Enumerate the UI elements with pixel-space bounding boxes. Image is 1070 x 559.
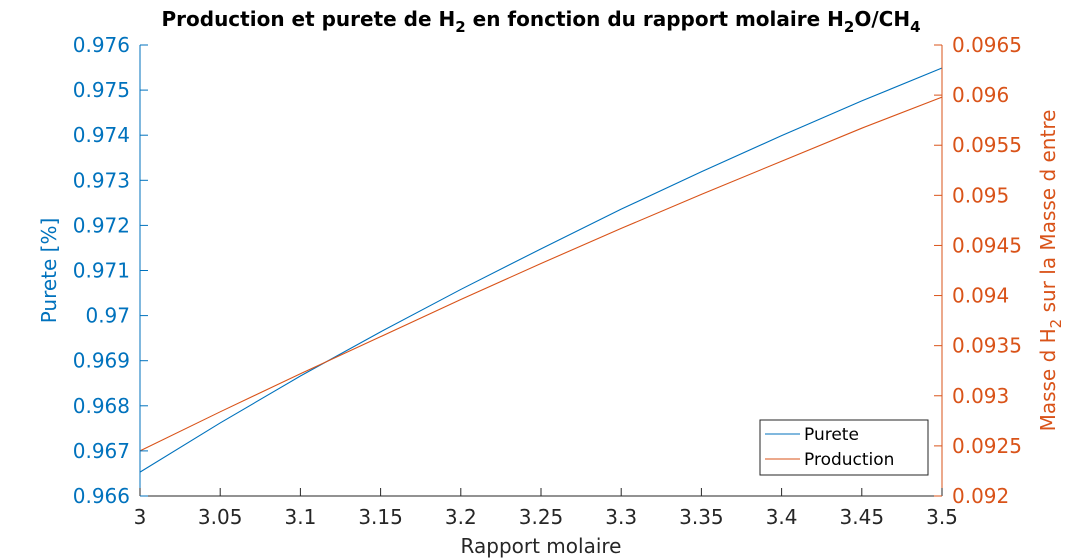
y-axis-left: 0.966 0.967 0.968 0.969 0.97 0.971 0.972 0.973 0… — [73, 33, 148, 508]
y-right-tick-label: 0.095 — [952, 183, 1009, 207]
title-subscript: 2 — [844, 18, 854, 36]
x-axis: 3 3.05 3.1 3.15 3.2 3.25 3.3 3.35 3.4 3.45 3.5 — [134, 488, 958, 529]
y-left-tick-label: 0.974 — [73, 123, 130, 147]
y-right-tick-label: 0.092 — [952, 484, 1009, 508]
legend-box — [759, 419, 929, 476]
series-line-purete — [139, 67, 943, 473]
y-axis-left-label: Purete [%] — [37, 218, 61, 324]
x-tick-label: 3.35 — [679, 505, 724, 529]
legend-label-purete: Purete — [804, 425, 859, 445]
y-right-tick-label: 0.0935 — [952, 334, 1022, 358]
y-right-tick-label: 0.0965 — [952, 33, 1022, 57]
x-tick-label: 3.45 — [840, 505, 885, 529]
y-left-tick-label: 0.971 — [73, 259, 130, 283]
title-segment: Production et purete de H — [161, 7, 455, 31]
y-left-tick-label: 0.967 — [73, 439, 130, 463]
y-left-tick-label: 0.969 — [73, 349, 130, 373]
x-tick-label: 3.15 — [358, 505, 403, 529]
legend: Purete Production — [759, 419, 929, 476]
x-tick-label: 3.2 — [445, 505, 477, 529]
x-tick-label: 3.1 — [284, 505, 316, 529]
x-tick-label: 3.05 — [198, 505, 243, 529]
title-subscript: 4 — [910, 18, 920, 36]
chart-title: Production et purete de H2 en fonction d… — [161, 7, 920, 36]
x-tick-label: 3.5 — [926, 505, 958, 529]
y-axis-right-label-text: Masse d H2 sur la Masse d entre — [1036, 110, 1065, 432]
y-left-tick-label: 0.966 — [73, 484, 130, 508]
y-axis-right-label: Masse d H2 sur la Masse d entre — [1036, 110, 1065, 432]
label-segment: sur la Masse d entre — [1036, 110, 1060, 319]
y-left-tick-label: 0.972 — [73, 213, 130, 237]
y-right-tick-label: 0.0955 — [952, 133, 1022, 157]
y-right-tick-label: 0.0945 — [952, 233, 1022, 257]
y-right-tick-label: 0.096 — [952, 83, 1009, 107]
y-right-tick-label: 0.0925 — [952, 434, 1022, 458]
x-tick-label: 3.25 — [519, 505, 564, 529]
y-left-tick-label: 0.97 — [85, 304, 130, 328]
x-tick-label: 3.3 — [605, 505, 637, 529]
x-tick-label: 3.4 — [766, 505, 798, 529]
chart-title-text: Production et purete de H2 en fonction d… — [161, 7, 920, 36]
y-axis-right: 0.092 0.0925 0.093 0.0935 0.094 0.0945 0.095 0.… — [934, 33, 1022, 508]
y-left-tick-label: 0.976 — [73, 33, 130, 57]
title-segment: O/CH — [854, 7, 910, 31]
y-right-tick-label: 0.094 — [952, 284, 1009, 308]
title-segment: en fonction du rapport molaire H — [466, 7, 844, 31]
y-left-tick-label: 0.973 — [73, 168, 130, 192]
series-line-production — [139, 96, 943, 452]
y-left-tick-label: 0.968 — [73, 394, 130, 418]
title-subscript: 2 — [455, 18, 465, 36]
label-subscript: 2 — [1047, 319, 1065, 329]
label-segment: Masse d H — [1036, 328, 1060, 431]
legend-label-production: Production — [804, 450, 894, 470]
x-tick-label: 3 — [134, 505, 147, 529]
y-right-tick-label: 0.093 — [952, 384, 1009, 408]
y-left-tick-label: 0.975 — [73, 78, 130, 102]
x-axis-label: Rapport molaire — [461, 534, 622, 558]
